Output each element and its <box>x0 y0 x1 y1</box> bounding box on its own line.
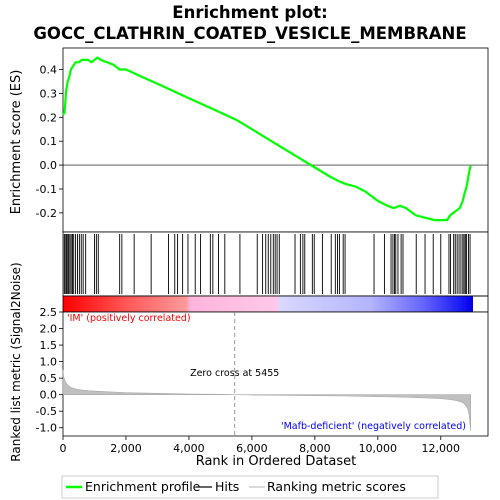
chart-title-line1: Enrichment plot: <box>172 3 327 22</box>
es-y-ticks: -0.2 -0.1 0.0 0.1 0.2 0.3 0.4 <box>36 64 63 220</box>
x-tick-label: 0 <box>60 442 67 455</box>
es-y-tick-label: -0.2 <box>36 207 57 220</box>
es-y-axis-label: Enrichment score (ES) <box>9 70 24 215</box>
es-y-tick-label: 0.4 <box>40 64 58 77</box>
legend-label-enrichment: Enrichment profile <box>85 479 201 494</box>
x-axis-ticks: 0 2,000 4,000 6,000 8,000 10,000 12,000 <box>60 436 461 455</box>
es-y-tick-label: 0.1 <box>40 135 58 148</box>
metric-y-tick-label: 2.5 <box>40 306 58 319</box>
x-axis-label: Rank in Ordered Dataset <box>196 454 357 469</box>
positive-correlation-label: 'IM' (positively correlated) <box>67 313 191 324</box>
metric-y-axis-label: Ranked list metric (Signal2Noise) <box>9 262 23 461</box>
x-tick-label: 10,000 <box>359 442 398 455</box>
metric-panel-frame <box>62 311 489 437</box>
legend-label-hits: Hits <box>215 479 239 494</box>
metric-y-tick-label: 0.5 <box>40 372 58 385</box>
metric-y-tick-label: 1.0 <box>40 356 58 369</box>
x-tick-label: 4,000 <box>173 442 205 455</box>
enrichment-profile-line <box>62 56 472 222</box>
ranking-metric-area <box>62 369 471 432</box>
es-y-tick-label: 0.3 <box>40 87 58 100</box>
metric-y-tick-label: 2.0 <box>40 323 58 336</box>
enrichment-profile-polyline <box>62 56 472 222</box>
hits-lines <box>63 234 471 294</box>
metric-y-tick-label: -0.5 <box>36 405 57 418</box>
x-tick-label: 8,000 <box>299 442 331 455</box>
ranking-metric-path <box>62 369 471 432</box>
es-y-tick-label: 0.0 <box>40 159 58 172</box>
es-y-tick-label: 0.2 <box>40 111 58 124</box>
x-tick-label: 2,000 <box>110 442 142 455</box>
es-y-tick-label: -0.1 <box>36 183 57 196</box>
es-panel-frame <box>62 47 489 233</box>
chart-title-line2: GOCC_CLATHRIN_COATED_VESICLE_MEMBRANE <box>33 24 466 43</box>
metric-y-tick-label: -1.0 <box>36 422 57 435</box>
metric-y-ticks: -1.0 -0.5 0.0 0.5 1.0 1.5 2.0 2.5 <box>36 306 63 435</box>
metric-y-tick-label: 1.5 <box>40 339 58 352</box>
legend-label-metric: Ranking metric scores <box>267 479 406 494</box>
rank-color-bar <box>63 296 473 312</box>
negative-correlation-label: 'Mafb-deficient' (negatively correlated) <box>281 421 466 432</box>
metric-y-tick-label: 0.0 <box>40 389 58 402</box>
x-tick-label: 6,000 <box>236 442 268 455</box>
x-tick-label: 12,000 <box>422 442 461 455</box>
zero-cross-label: Zero cross at 5455 <box>190 368 279 379</box>
